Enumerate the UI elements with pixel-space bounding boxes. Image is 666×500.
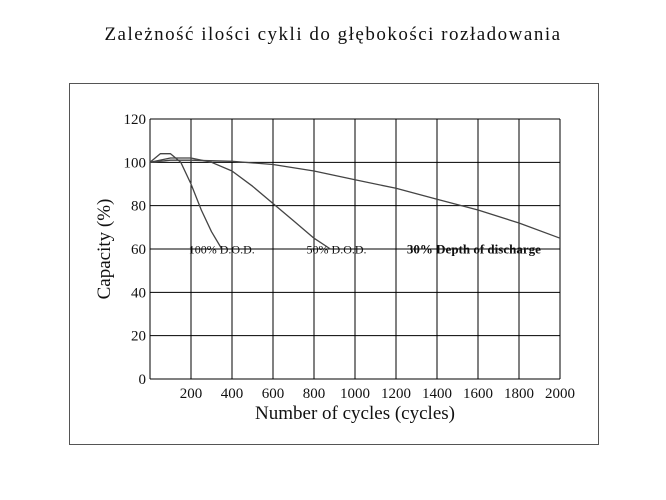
series-annotation: 100% D.O.D. [189, 242, 255, 256]
series-lines [149, 153, 561, 250]
y-tick-label: 80 [131, 199, 146, 215]
x-tick-label: 1800 [504, 386, 534, 402]
annotations: 100% D.O.D. 50% D.O.D. 30% Depth of discha… [189, 241, 541, 256]
y-tick-label: 20 [131, 329, 146, 345]
series-annotation: 50% D.O.D. [307, 242, 367, 256]
series-line [149, 153, 223, 250]
tick-labels: 200 400 600 800 1000 1200 1400 1600 1800 2000 0 20 4… [124, 112, 576, 402]
capacity-cycles-chart: 200 400 600 800 1000 1200 1400 1600 1800 2000 0 20 4… [94, 112, 576, 424]
y-tick-label: 120 [124, 112, 147, 128]
series-line [149, 159, 561, 239]
x-tick-label: 1600 [463, 386, 493, 402]
x-tick-label: 1000 [340, 386, 370, 402]
x-tick-label: 2000 [545, 386, 575, 402]
y-tick-label: 0 [139, 372, 147, 388]
y-tick-label: 100 [124, 155, 147, 171]
y-tick-label: 40 [131, 285, 146, 301]
x-tick-label: 800 [303, 386, 326, 402]
x-tick-label: 1200 [381, 386, 411, 402]
x-axis-title: Number of cycles (cycles) [255, 403, 455, 424]
x-tick-label: 200 [180, 386, 203, 402]
x-tick-label: 400 [221, 386, 244, 402]
x-tick-label: 1400 [422, 386, 452, 402]
series-line [149, 157, 331, 250]
y-tick-label: 60 [131, 242, 146, 258]
x-tick-label: 600 [262, 386, 285, 402]
page-title: Zależność ilości cykli do głębokości roz… [104, 24, 562, 45]
y-axis-title: Capacity (%) [94, 199, 115, 300]
series-annotation: 30% Depth of discharge [407, 241, 541, 256]
grid [149, 118, 561, 380]
chart-frame: 200 400 600 800 1000 1200 1400 1600 1800 2000 0 20 4… [69, 83, 599, 445]
